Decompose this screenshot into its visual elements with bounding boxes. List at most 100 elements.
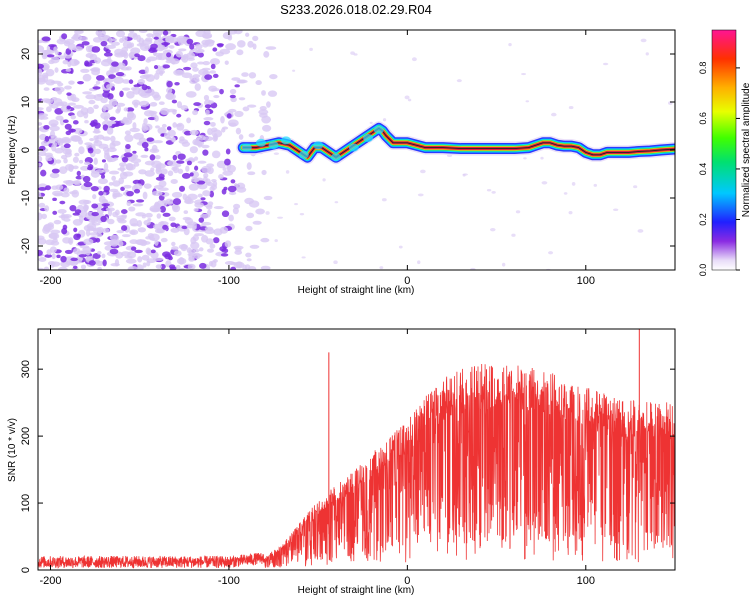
noise-speckle: [209, 243, 216, 249]
noise-speckle: [138, 100, 150, 107]
noise-speckle: [176, 101, 183, 109]
noise-speckle: [63, 158, 68, 164]
noise-speckle: [46, 249, 52, 255]
noise-speckle: [224, 158, 231, 166]
noise-speckle: [76, 110, 85, 118]
colorbar-gradient: [711, 29, 737, 271]
colorbar-tick-label: 0.4: [698, 163, 708, 176]
noise-speckle: [193, 156, 199, 161]
noise-speckle: [66, 105, 72, 110]
noise-speckle: [175, 160, 185, 164]
noise-speckle: [204, 104, 212, 109]
noise-speckle: [78, 146, 85, 155]
noise-speckle: [292, 69, 296, 72]
noise-speckle: [77, 80, 84, 85]
noise-speckle: [69, 204, 77, 212]
noise-speckle: [52, 197, 57, 202]
noise-speckle: [220, 115, 225, 124]
noise-speckle: [162, 30, 169, 36]
noise-speckle: [53, 193, 63, 197]
noise-speckle: [277, 216, 284, 219]
noise-speckle: [222, 167, 227, 171]
noise-speckle: [141, 84, 148, 91]
noise-speckle: [57, 139, 64, 146]
noise-speckle: [106, 127, 114, 135]
noise-speckle: [139, 239, 148, 247]
noise-speckle: [59, 200, 66, 205]
noise-speckle: [154, 155, 161, 160]
noise-speckle: [202, 60, 211, 66]
noise-speckle: [110, 135, 116, 143]
noise-speckle: [322, 178, 326, 182]
noise-speckle: [65, 180, 74, 186]
noise-speckle: [90, 186, 99, 192]
noise-speckle: [118, 177, 125, 185]
noise-speckle: [103, 52, 113, 57]
noise-speckle: [225, 43, 236, 51]
ridge-blob: [298, 150, 309, 159]
noise-speckle: [194, 165, 199, 171]
noise-speckle: [158, 221, 169, 226]
noise-speckle: [261, 169, 267, 176]
noise-speckle: [74, 152, 80, 157]
noise-speckle: [102, 124, 109, 131]
noise-speckle: [197, 193, 203, 198]
noise-speckle: [462, 173, 468, 176]
noise-speckle: [398, 245, 403, 249]
noise-speckle: [137, 55, 146, 62]
noise-speckle: [56, 38, 66, 45]
noise-speckle: [571, 182, 576, 186]
noise-speckle: [132, 150, 137, 154]
noise-speckle: [167, 170, 174, 177]
noise-speckle: [162, 64, 171, 69]
noise-speckle: [136, 34, 142, 43]
noise-speckle: [43, 124, 50, 130]
colorbar-tick-label: 0.2: [698, 213, 708, 226]
noise-speckle: [128, 79, 134, 84]
noise-speckle: [255, 80, 262, 86]
noise-speckle: [200, 197, 206, 201]
y-tick-label: 10: [20, 96, 32, 108]
noise-speckle: [183, 210, 189, 214]
noise-speckle: [46, 157, 53, 162]
noise-speckle: [227, 185, 237, 193]
noise-speckle: [177, 153, 186, 160]
noise-speckle: [128, 206, 136, 212]
noise-speckle: [231, 77, 241, 81]
noise-speckle: [183, 66, 192, 71]
noise-speckle: [171, 99, 178, 104]
noise-speckle: [189, 43, 195, 50]
noise-speckle: [258, 109, 269, 115]
noise-speckle: [94, 57, 102, 64]
noise-speckle: [40, 140, 52, 147]
noise-speckle: [129, 127, 140, 133]
noise-speckle: [197, 160, 207, 164]
noise-speckle: [140, 154, 149, 158]
noise-speckle: [149, 148, 160, 154]
noise-speckle: [219, 88, 224, 95]
noise-speckle: [40, 116, 49, 120]
noise-speckle: [118, 162, 127, 167]
noise-speckle: [226, 113, 232, 119]
noise-speckle: [189, 172, 194, 177]
noise-speckle: [245, 32, 250, 37]
noise-speckle: [121, 225, 128, 232]
noise-speckle: [186, 247, 192, 254]
noise-speckle: [246, 258, 252, 262]
noise-speckle: [265, 46, 277, 50]
noise-speckle: [70, 114, 76, 120]
noise-speckle: [114, 209, 120, 216]
noise-speckle: [54, 67, 59, 73]
noise-speckle: [169, 36, 179, 43]
noise-speckle: [209, 70, 217, 74]
noise-speckle: [194, 252, 201, 260]
noise-speckle: [116, 229, 125, 234]
noise-speckle: [145, 212, 153, 218]
noise-speckle: [38, 155, 43, 163]
noise-speckle: [167, 160, 177, 167]
noise-speckle: [381, 198, 387, 202]
noise-speckle: [51, 168, 60, 174]
noise-speckle: [233, 203, 241, 210]
noise-speckle: [137, 256, 143, 263]
